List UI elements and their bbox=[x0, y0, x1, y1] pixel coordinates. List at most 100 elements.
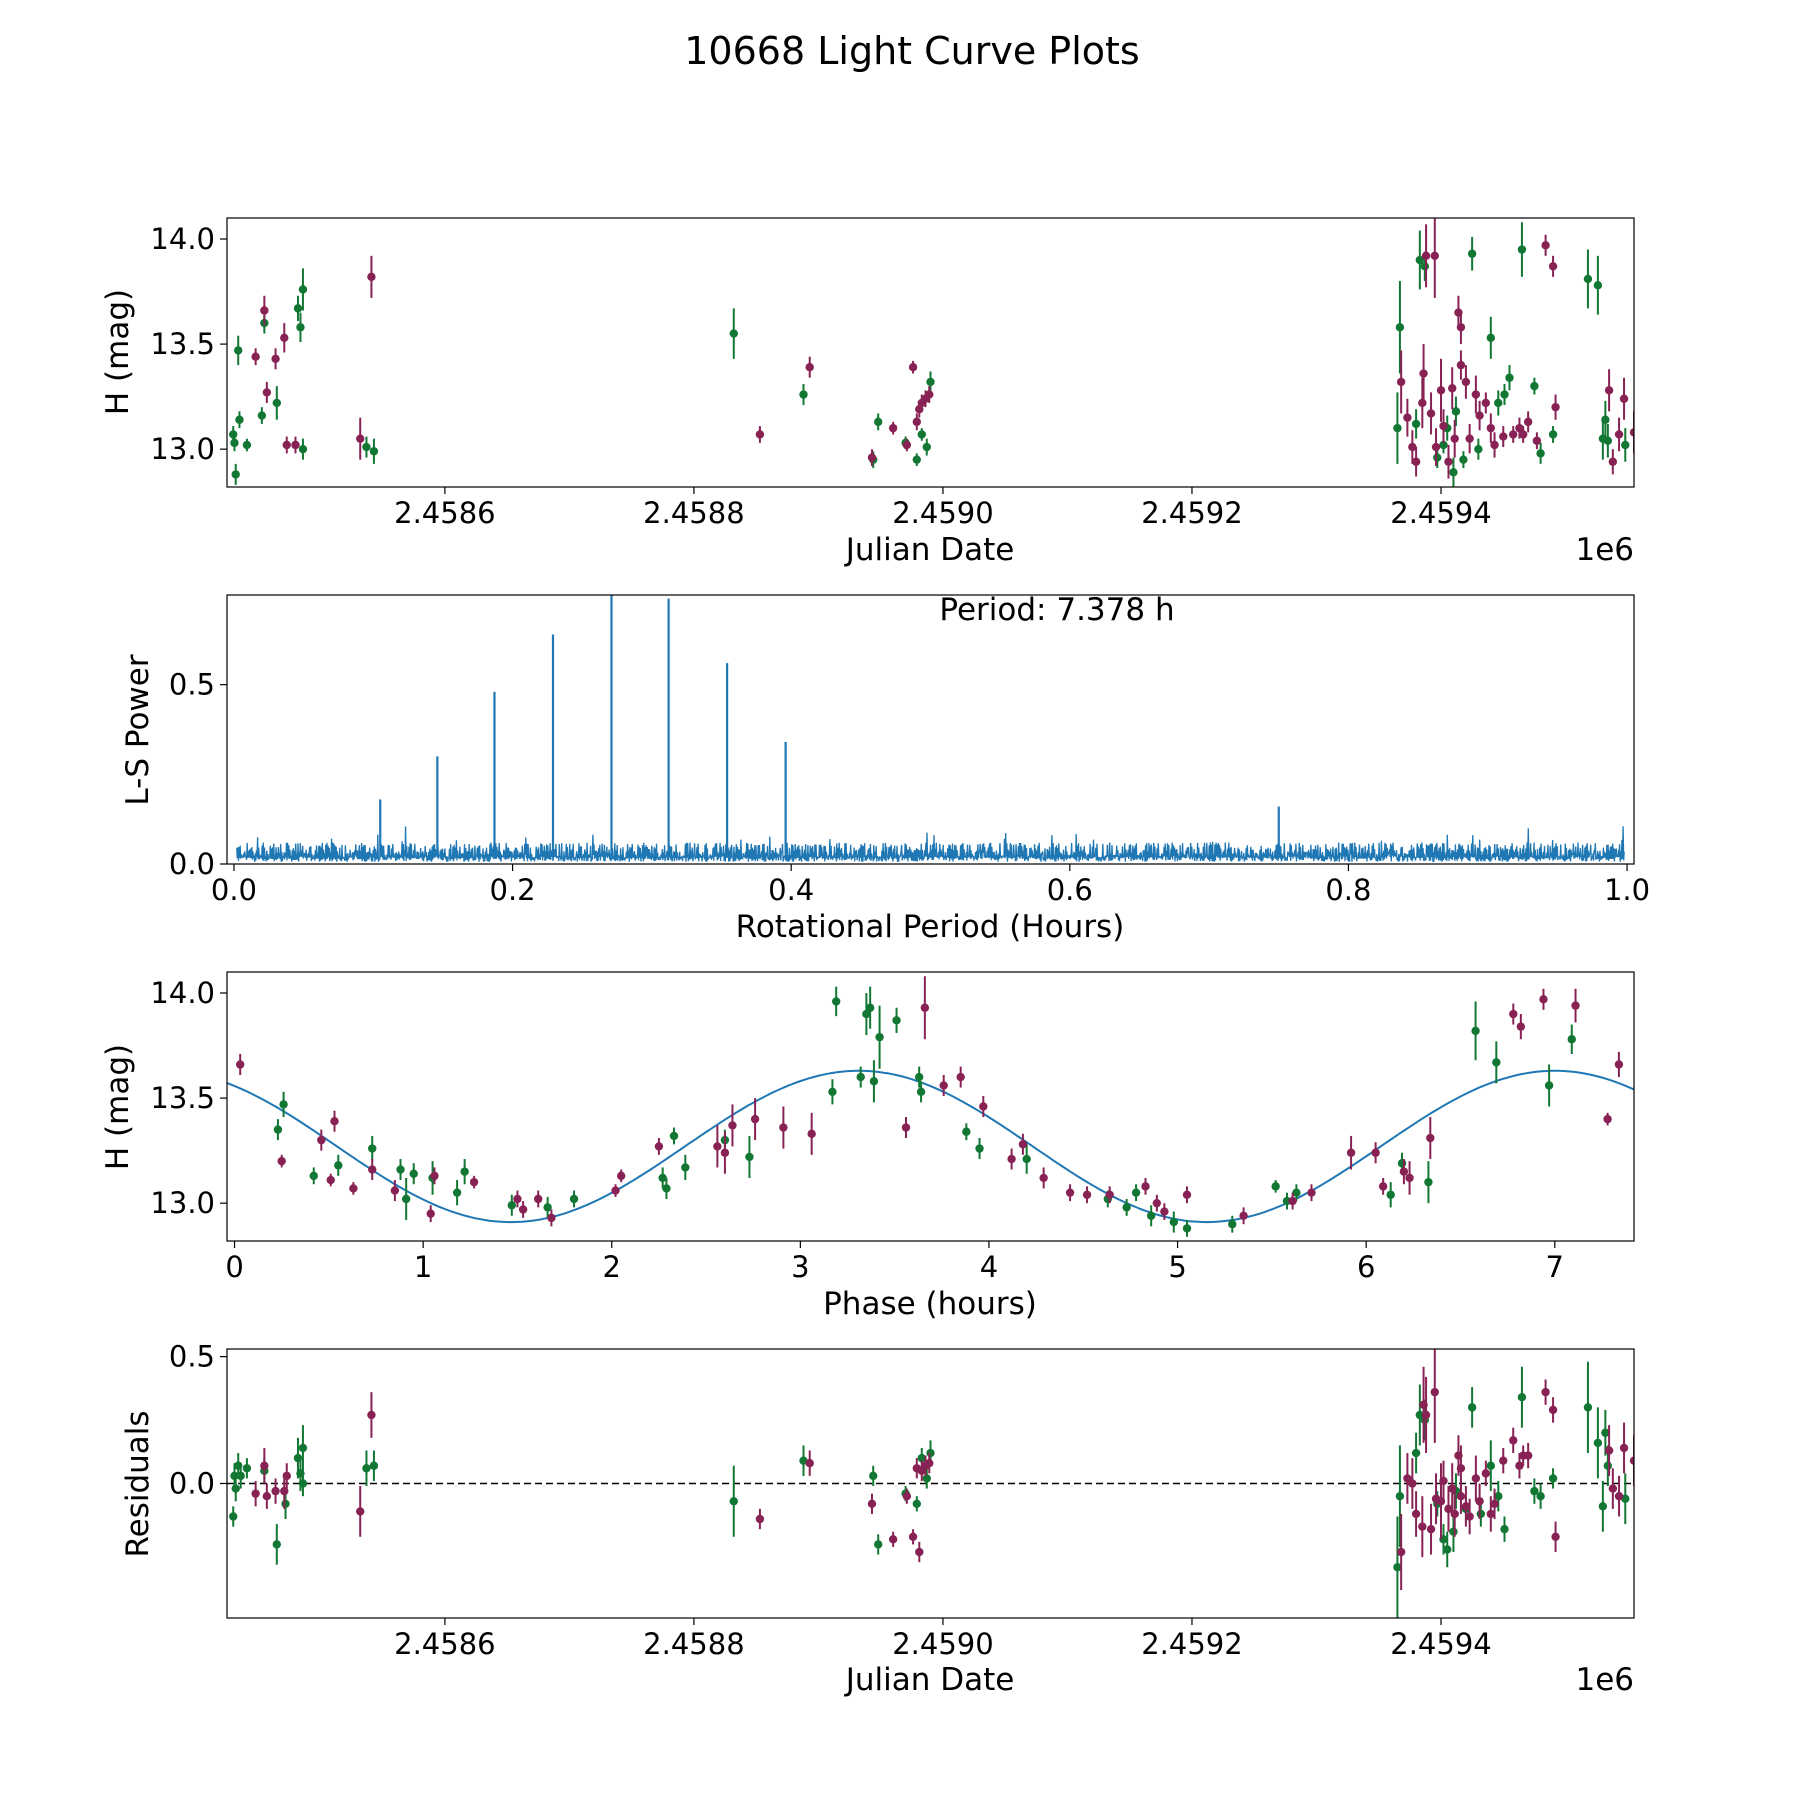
data-point-green bbox=[296, 323, 305, 332]
data-point-green bbox=[1182, 1224, 1192, 1233]
data-point-purple bbox=[908, 1532, 918, 1541]
data-point-green bbox=[569, 1194, 579, 1204]
x-tick-label: 1.0 bbox=[1604, 873, 1650, 907]
data-point-green bbox=[831, 997, 841, 1006]
data-point-purple bbox=[925, 1458, 934, 1468]
data-point-purple bbox=[1396, 377, 1406, 387]
data-point-purple bbox=[1523, 1451, 1533, 1460]
data-point-purple bbox=[426, 1209, 435, 1218]
data-point-green bbox=[892, 1016, 901, 1025]
data-point-purple bbox=[1456, 1491, 1466, 1501]
x-tick-label: 0.8 bbox=[1325, 873, 1371, 907]
data-point-green bbox=[869, 1077, 879, 1086]
data-point-purple bbox=[280, 333, 289, 342]
data-point-green bbox=[1593, 1438, 1603, 1448]
data-point-purple bbox=[1399, 1167, 1409, 1176]
data-point-purple bbox=[1346, 1148, 1356, 1157]
data-point-purple bbox=[262, 388, 272, 397]
phased-y-ticks: 13.0 13.5 14.0 bbox=[150, 976, 227, 1220]
data-point-green bbox=[1443, 1545, 1452, 1554]
data-point-purple bbox=[262, 1491, 272, 1501]
data-point-green bbox=[729, 329, 738, 338]
power-spectrum-line bbox=[236, 826, 1625, 862]
y-tick-label: 14.0 bbox=[150, 222, 215, 256]
data-point-purple bbox=[956, 1072, 965, 1082]
data-point-purple bbox=[1371, 1148, 1380, 1157]
data-point-green bbox=[1397, 1159, 1407, 1168]
data-point-green bbox=[272, 398, 282, 408]
x-tick-label: 2.4594 bbox=[1390, 496, 1491, 530]
periodogram-ylabel: L-S Power bbox=[120, 654, 156, 805]
data-point-green bbox=[309, 1171, 318, 1181]
y-tick-label: 13.5 bbox=[150, 327, 215, 361]
data-point-green bbox=[1459, 455, 1468, 464]
data-point-green bbox=[1567, 1035, 1576, 1044]
data-point-purple bbox=[1629, 1456, 1634, 1465]
data-point-purple bbox=[1456, 1464, 1466, 1473]
data-point-green bbox=[229, 430, 238, 439]
data-point-green bbox=[1603, 436, 1613, 445]
data-point-green bbox=[1500, 1524, 1509, 1534]
data-point-purple bbox=[1436, 386, 1446, 395]
data-point-purple bbox=[1426, 409, 1436, 418]
data-point-green bbox=[1271, 1182, 1280, 1191]
phased-ylabel: H (mag) bbox=[100, 1044, 136, 1170]
data-point-purple bbox=[326, 1175, 335, 1185]
data-point-green bbox=[1451, 407, 1461, 416]
data-point-green bbox=[368, 1144, 377, 1153]
data-point-green bbox=[874, 417, 883, 427]
data-point-green bbox=[543, 1203, 552, 1212]
data-point-purple bbox=[1105, 1190, 1114, 1199]
data-point-green bbox=[1122, 1203, 1131, 1212]
data-point-green bbox=[1583, 1403, 1593, 1412]
data-point-green bbox=[1494, 1491, 1503, 1501]
data-point-green bbox=[396, 1165, 405, 1174]
x-tick-label: 1 bbox=[414, 1250, 432, 1284]
data-point-purple bbox=[260, 1461, 269, 1470]
sinusoid-fit-curve bbox=[227, 1069, 1634, 1224]
data-point-green bbox=[922, 1474, 931, 1483]
data-point-purple bbox=[901, 1123, 911, 1132]
data-point-purple bbox=[1471, 390, 1481, 399]
data-point-purple bbox=[430, 1171, 439, 1181]
data-point-purple bbox=[1516, 1022, 1526, 1031]
data-point-purple bbox=[908, 363, 918, 372]
data-point-purple bbox=[1430, 251, 1439, 261]
lightcurve-ylabel: H (mag) bbox=[100, 289, 136, 415]
data-point-purple bbox=[1509, 430, 1518, 439]
data-point-purple bbox=[1039, 1173, 1048, 1183]
periodogram-panel: 0.0 0.2 0.4 0.6 0.8 1.0 0.0 0.5 Period: 7.378 … bbox=[120, 592, 1650, 945]
x-tick-label: 2 bbox=[603, 1250, 621, 1284]
data-point-purple bbox=[939, 1081, 948, 1090]
lightcurve-panel: 2.4586 2.4588 2.4590 2.4592 2.4594 13.013.51… bbox=[100, 217, 1635, 568]
data-point-purple bbox=[1523, 417, 1533, 427]
data-point-purple bbox=[1490, 440, 1499, 450]
data-point-purple bbox=[1608, 1484, 1618, 1493]
data-point-green bbox=[745, 1152, 754, 1162]
data-point-purple bbox=[356, 1507, 365, 1516]
data-point-purple bbox=[1160, 1207, 1169, 1216]
data-point-green bbox=[1548, 1474, 1558, 1483]
data-point-green bbox=[1411, 419, 1421, 429]
data-point-purple bbox=[1509, 1009, 1518, 1019]
data-point-purple bbox=[1405, 1173, 1414, 1183]
data-point-purple bbox=[236, 1060, 245, 1069]
data-point-green bbox=[234, 346, 243, 355]
x-tick-label: 4 bbox=[980, 1250, 998, 1284]
y-tick-label: 13.0 bbox=[150, 432, 215, 466]
lightcurve-points bbox=[229, 218, 1634, 487]
data-point-purple bbox=[616, 1171, 626, 1181]
data-point-green bbox=[926, 377, 935, 387]
data-point-purple bbox=[1456, 360, 1466, 370]
data-point-purple bbox=[1439, 421, 1448, 431]
data-point-purple bbox=[1571, 1001, 1580, 1010]
data-point-purple bbox=[547, 1213, 556, 1223]
data-point-green bbox=[1530, 381, 1539, 391]
data-point-green bbox=[1386, 1190, 1395, 1199]
data-point-purple bbox=[251, 1489, 260, 1498]
data-point-green bbox=[926, 1448, 935, 1458]
y-tick-label: 14.0 bbox=[150, 976, 215, 1010]
data-point-purple bbox=[317, 1135, 326, 1145]
data-point-purple bbox=[1461, 377, 1471, 387]
